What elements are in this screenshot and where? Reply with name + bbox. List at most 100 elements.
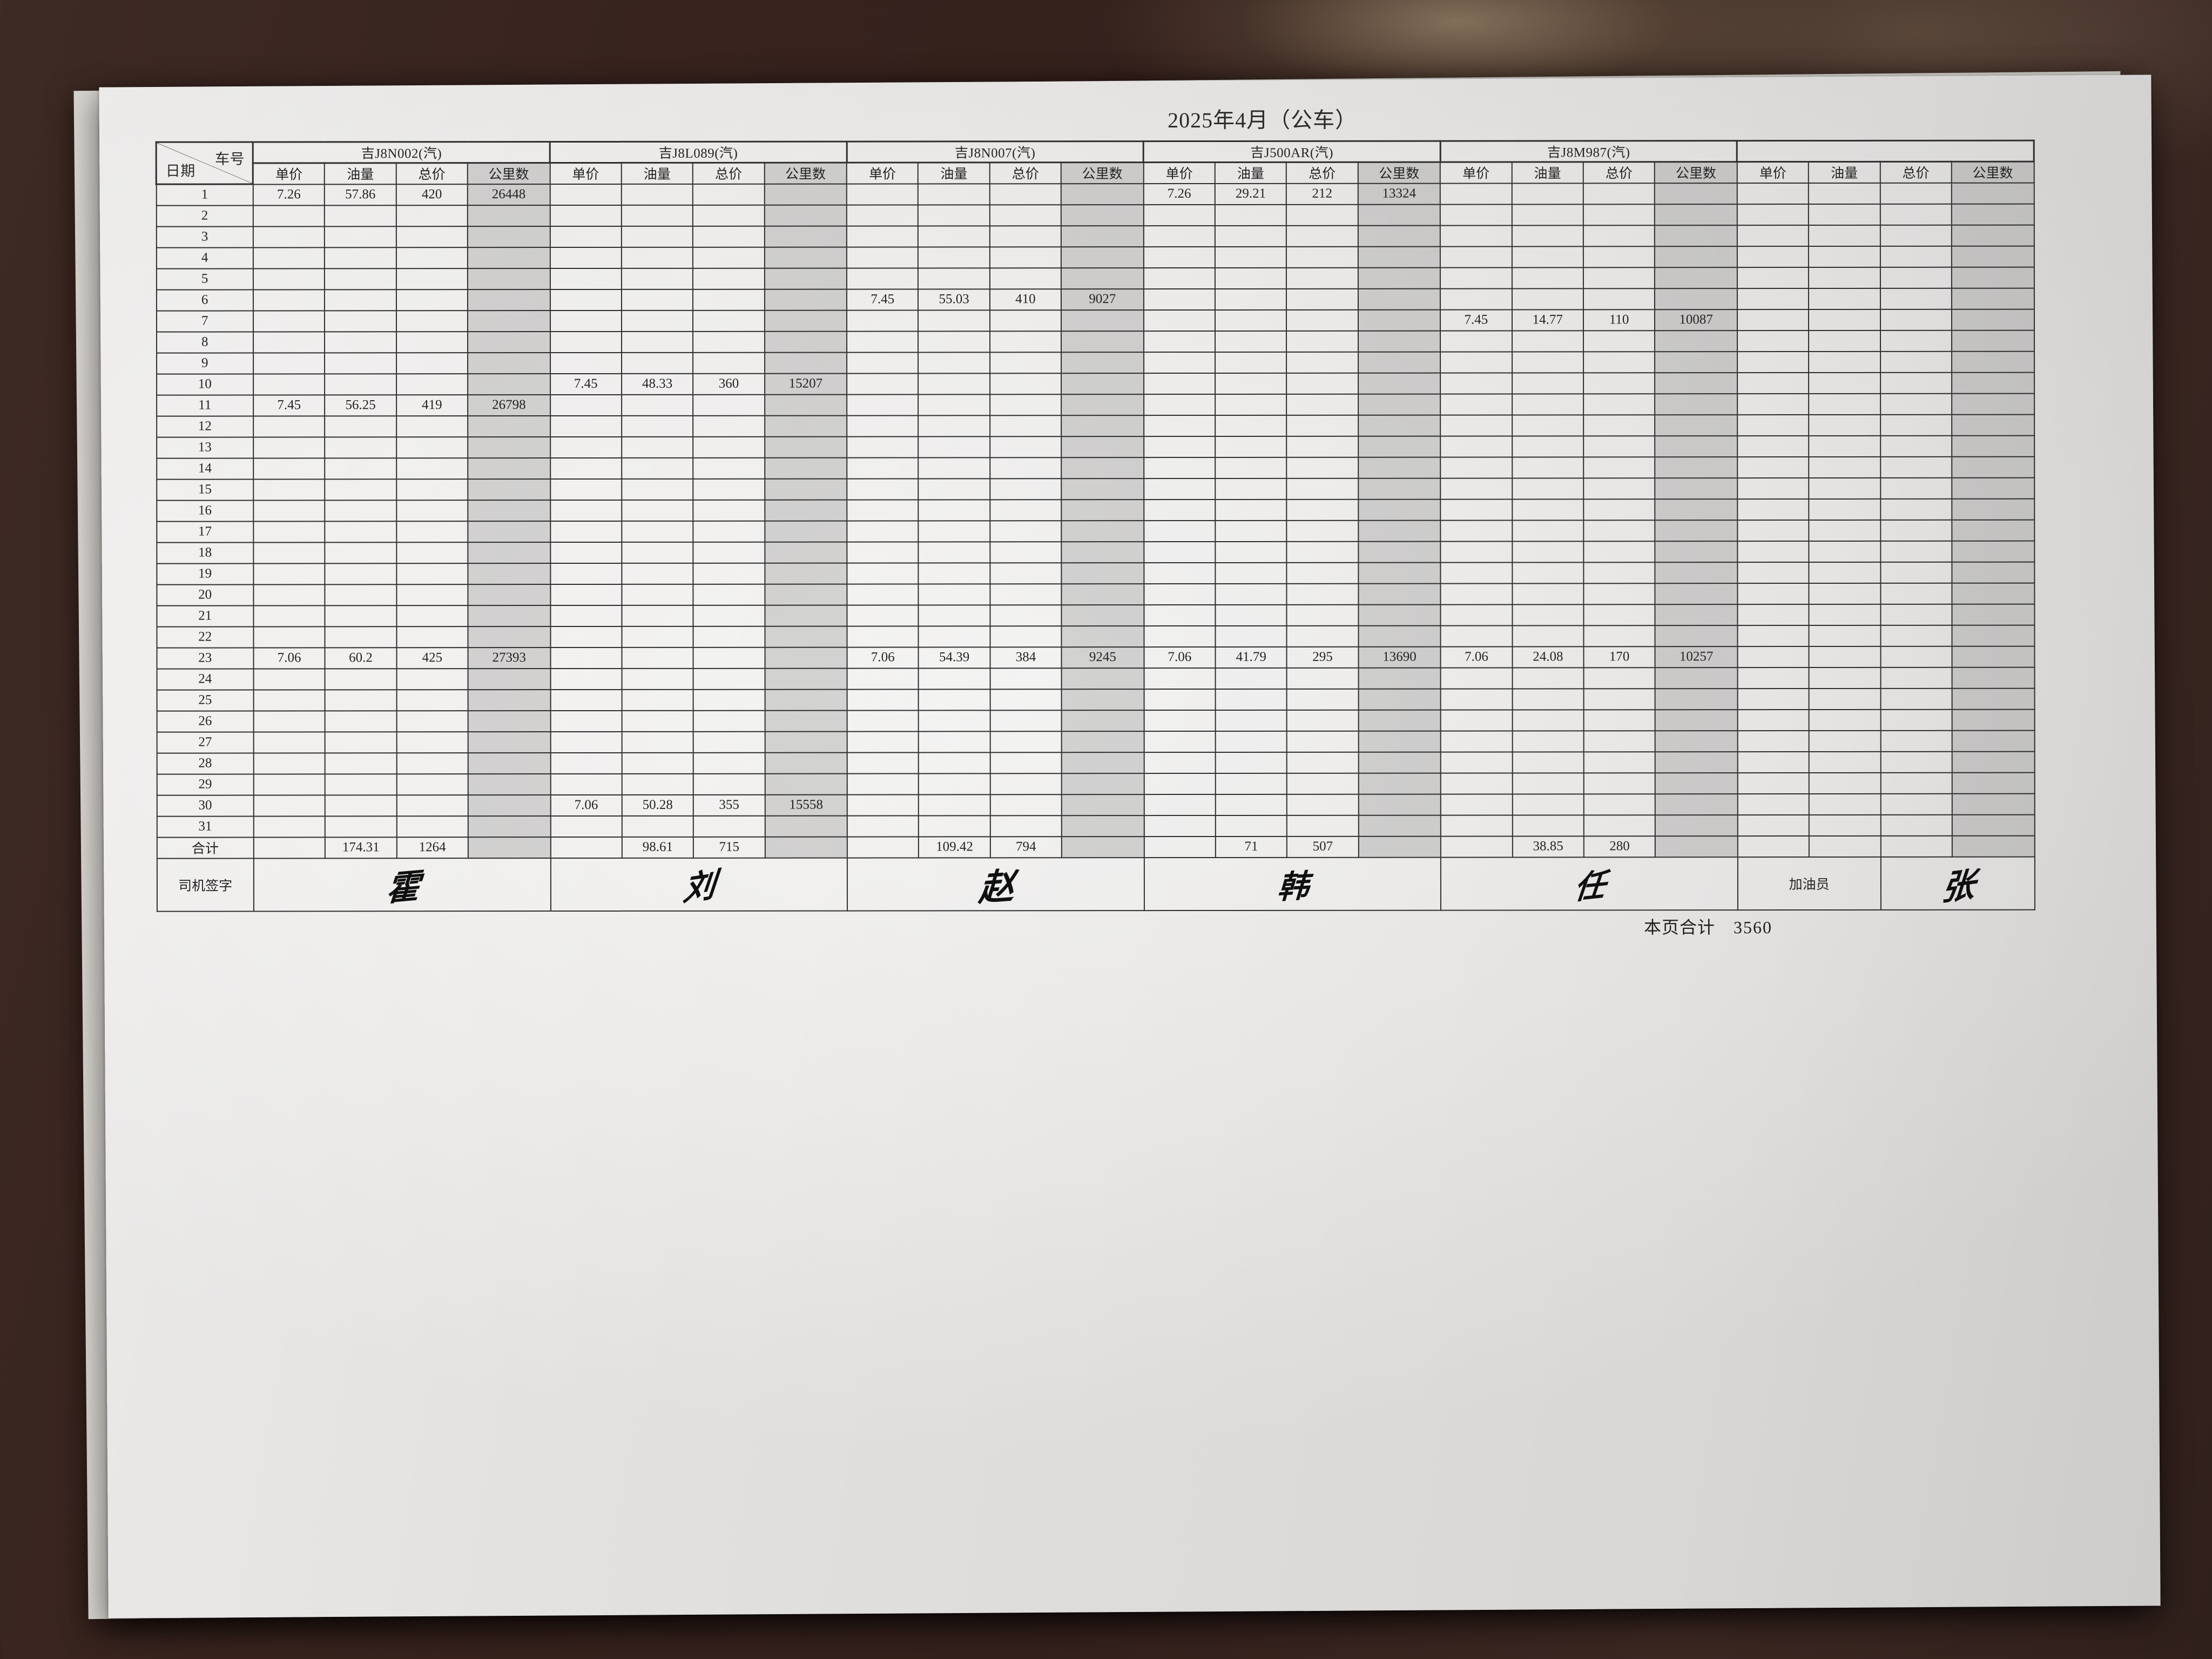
driver-signature-3[interactable]: 赵 — [847, 857, 1144, 911]
cell-r19-v1-c1 — [253, 563, 325, 585]
cell-r28-v5-c4 — [1655, 751, 1738, 773]
cell-r5-v3-c2 — [918, 267, 990, 289]
cell-r15-v6-c3 — [1880, 477, 1952, 499]
cell-r14-v1-c2 — [325, 457, 396, 479]
cell-r4-v5-c3 — [1583, 246, 1655, 267]
cell-r3-v6-c2 — [1809, 225, 1880, 246]
cell-r19-v6-c4 — [1952, 562, 2034, 583]
cell-r30-v6-c4 — [1952, 793, 2035, 815]
driver-signature-5[interactable]: 任 — [1441, 857, 1738, 911]
cell-r27-v5-c2 — [1512, 730, 1584, 752]
totals-row: 合计 174.31 1264 98.61 715 109.42 794 71 507 38.85 2… — [157, 835, 2035, 859]
cell-r6-v2-c3 — [693, 289, 765, 311]
cell-r28-v5-c1 — [1440, 751, 1513, 773]
cell-r30-v3-c2 — [919, 794, 990, 815]
cell-r27-v5-c4 — [1655, 730, 1738, 752]
cell-r7-v3-c3 — [989, 309, 1062, 331]
vehicle-group-header-1: 吉J8N002(汽) — [253, 141, 550, 164]
cell-r10-v4-c2 — [1215, 373, 1287, 394]
cell-r12-v4-c2 — [1215, 415, 1287, 436]
sub-header-5-2: 油量 — [1512, 161, 1583, 183]
cell-r21-v6-c2 — [1809, 604, 1881, 625]
cell-r6-v5-c2 — [1512, 288, 1583, 309]
cell-r15-v6-c1 — [1737, 477, 1809, 499]
cell-r17-v2-c3 — [693, 521, 765, 542]
cell-r9-v2-c1 — [550, 352, 622, 374]
cell-r24-v4-c2 — [1215, 667, 1287, 689]
driver-signature-2[interactable]: 刘 — [550, 858, 848, 911]
cell-r13-v5-c2 — [1512, 435, 1584, 457]
cell-r17-v3-c4 — [1061, 520, 1144, 542]
cell-r15-v1-c2 — [325, 478, 396, 500]
date-cell-26: 26 — [157, 711, 254, 732]
cell-r30-v1-c2 — [325, 794, 397, 816]
cell-r1-v2-c4 — [764, 184, 847, 205]
cell-r19-v2-c1 — [550, 563, 622, 584]
refueler-signature[interactable]: 张 — [1880, 857, 2035, 910]
cell-r18-v3-c2 — [918, 541, 990, 563]
cell-r14-v6-c2 — [1809, 456, 1880, 478]
cell-r28-v2-c1 — [550, 752, 622, 774]
date-cell-11: 11 — [156, 395, 254, 416]
cell-r25-v5-c1 — [1440, 688, 1513, 710]
cell-r28-v6-c2 — [1809, 751, 1881, 773]
cell-r21-v3-c4 — [1061, 604, 1144, 626]
cell-r7-v5-c4: 10087 — [1655, 309, 1737, 331]
sub-header-2-2: 油量 — [621, 163, 693, 184]
table-row: 29 — [157, 772, 2035, 795]
cell-r12-v1-c3 — [396, 415, 468, 437]
cell-r4-v5-c1 — [1440, 246, 1512, 268]
driver-signature-4[interactable]: 韩 — [1144, 857, 1441, 911]
cell-r1-v5-c2 — [1512, 183, 1583, 204]
cell-r8-v3-c1 — [847, 331, 919, 353]
cell-r14-v6-c1 — [1737, 456, 1809, 478]
cell-r2-v6-c3 — [1880, 204, 1952, 225]
cell-r23-v5-c4: 10257 — [1655, 646, 1738, 667]
cell-r18-v2-c2 — [622, 542, 693, 563]
cell-r19-v5-c1 — [1440, 562, 1513, 584]
sub-header-5-1: 单价 — [1440, 161, 1512, 184]
cell-r3-v3-c2 — [918, 225, 990, 247]
cell-r22-v4-c2 — [1215, 625, 1287, 647]
cell-r31-v1-c2 — [325, 815, 397, 837]
cell-r15-v1-c3 — [396, 478, 468, 500]
cell-r20-v3-c4 — [1061, 583, 1144, 605]
cell-r15-v4-c1 — [1143, 478, 1216, 500]
cell-r16-v4-c3 — [1286, 499, 1359, 521]
cell-r27-v6-c4 — [1952, 730, 2035, 752]
cell-r5-v3-c1 — [847, 267, 919, 289]
cell-r26-v3-c3 — [990, 710, 1062, 731]
date-cell-8: 8 — [156, 332, 253, 353]
cell-r9-v3-c4 — [1061, 352, 1144, 373]
cell-r4-v3-c2 — [918, 246, 990, 268]
cell-r24-v2-c1 — [550, 668, 622, 690]
cell-r17-v4-c4 — [1358, 520, 1441, 542]
cell-r13-v3-c1 — [847, 436, 919, 458]
cell-r13-v6-c3 — [1880, 435, 1952, 457]
cell-r13-v3-c2 — [918, 436, 990, 457]
table-row: 28 — [157, 751, 2035, 774]
cell-r11-v2-c1 — [550, 394, 622, 416]
cell-r4-v4-c1 — [1143, 246, 1215, 268]
cell-r14-v4-c4 — [1358, 457, 1441, 478]
cell-r5-v1-c2 — [325, 268, 396, 289]
cell-r16-v4-c1 — [1143, 499, 1216, 521]
cell-r9-v4-c3 — [1286, 352, 1358, 373]
cell-r7-v5-c1: 7.45 — [1440, 309, 1512, 331]
cell-r3-v3-c3 — [989, 225, 1061, 247]
cell-r19-v3-c2 — [918, 562, 990, 584]
cell-r21-v2-c4 — [764, 605, 847, 626]
cell-r19-v3-c3 — [990, 562, 1062, 584]
driver-signature-1[interactable]: 霍 — [253, 858, 551, 912]
cell-r23-v2-c4 — [765, 647, 847, 669]
table-row: 14 — [156, 456, 2034, 480]
cell-r22-v3-c2 — [918, 625, 990, 647]
cell-r27-v5-c3 — [1583, 730, 1655, 752]
cell-r11-v4-c2 — [1215, 394, 1287, 415]
cell-r24-v1-c4 — [468, 668, 551, 690]
cell-r10-v6-c4 — [1951, 372, 2034, 394]
cell-r16-v2-c3 — [693, 500, 765, 521]
cell-r26-v4-c2 — [1215, 710, 1287, 731]
cell-r8-v2-c3 — [693, 331, 765, 353]
cell-r28-v1-c4 — [468, 752, 551, 774]
